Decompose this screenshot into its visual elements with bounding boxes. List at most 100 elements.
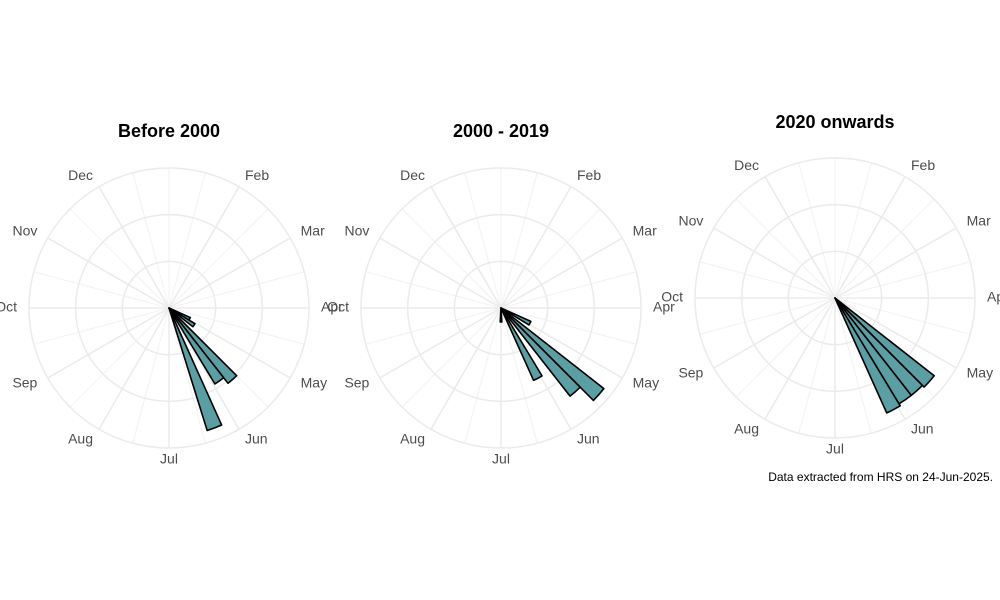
minor-spoke [735, 198, 836, 299]
minor-spoke [401, 208, 502, 309]
x-tick-label: Nov [344, 223, 369, 239]
bar [500, 307, 532, 326]
minor-spoke [834, 261, 971, 299]
x-tick-label: Aug [734, 420, 759, 436]
minor-spoke [500, 208, 601, 309]
minor-spoke [33, 271, 170, 309]
minor-spoke [365, 307, 502, 345]
grid-spoke [47, 307, 170, 379]
caption: Data extracted from HRS on 24-Jun-2025. [768, 470, 993, 484]
grid-spoke [500, 237, 623, 309]
grid-spoke [168, 186, 240, 309]
minor-spoke [168, 307, 206, 444]
grid-spoke [379, 237, 502, 309]
minor-spoke [464, 307, 502, 444]
x-tick-label: Oct [661, 289, 683, 305]
minor-spoke [33, 307, 170, 345]
minor-spoke [168, 208, 269, 309]
minor-spoke [500, 307, 538, 444]
x-tick-label: Jun [911, 420, 934, 436]
bar [499, 307, 503, 323]
x-tick-label: Feb [911, 157, 935, 173]
chart-title: 2020 onwards [775, 112, 894, 132]
minor-spoke [69, 208, 170, 309]
minor-spoke [834, 198, 935, 299]
x-tick-label: Feb [577, 167, 601, 183]
x-tick-label: Aug [400, 430, 425, 446]
x-tick-label: May [633, 375, 659, 391]
minor-spoke [834, 297, 872, 434]
grid-spoke [713, 227, 836, 299]
bar [500, 307, 543, 382]
minor-spoke [500, 271, 637, 309]
x-tick-label: Jul [160, 451, 178, 467]
grid-spoke [430, 186, 502, 309]
minor-spoke [500, 172, 538, 309]
bar [168, 307, 196, 328]
x-tick-label: Nov [678, 213, 703, 229]
grid-spoke [834, 227, 957, 299]
bar [500, 307, 605, 402]
grid-spoke [98, 186, 170, 309]
grid-spoke [834, 176, 906, 299]
grid-spoke [168, 237, 291, 309]
x-tick-label: Mar [301, 223, 325, 239]
x-tick-label: Jun [245, 430, 268, 446]
minor-spoke [365, 271, 502, 309]
x-tick-label: Apr [987, 289, 1000, 305]
bar [168, 307, 223, 432]
x-tick-label: Jul [492, 451, 510, 467]
bar [834, 297, 901, 414]
minor-spoke [798, 297, 836, 434]
minor-spoke [464, 172, 502, 309]
minor-spoke [168, 307, 305, 345]
x-tick-label: Mar [967, 213, 991, 229]
bar [168, 307, 238, 385]
x-tick-label: Jun [577, 430, 600, 446]
minor-spoke [699, 261, 836, 299]
minor-spoke [168, 271, 305, 309]
x-tick-label: May [301, 375, 327, 391]
grid-spoke [764, 176, 836, 299]
minor-spoke [401, 307, 502, 408]
x-tick-label: Dec [734, 157, 759, 173]
bar [168, 307, 225, 385]
x-tick-label: May [967, 365, 993, 381]
x-tick-label: Jul [826, 441, 844, 457]
grid-spoke [47, 237, 170, 309]
x-tick-label: Nov [12, 223, 37, 239]
grid-spoke [430, 307, 502, 430]
grid-spoke [834, 297, 957, 369]
x-tick-label: Mar [633, 223, 657, 239]
x-tick-label: Aug [68, 430, 93, 446]
bar [834, 297, 935, 388]
x-tick-label: Oct [0, 299, 17, 315]
grid-spoke [379, 307, 502, 379]
bar [500, 307, 581, 397]
x-tick-label: Sep [344, 375, 369, 391]
x-tick-label: Apr [653, 299, 675, 315]
minor-spoke [834, 297, 971, 335]
minor-spoke [735, 297, 836, 398]
grid-spoke [764, 297, 836, 420]
minor-spoke [132, 307, 170, 444]
grid-spoke [98, 307, 170, 430]
minor-spoke [69, 307, 170, 408]
x-tick-label: Sep [678, 365, 703, 381]
grid-spoke [500, 186, 572, 309]
minor-spoke [132, 172, 170, 309]
grid-spoke [713, 297, 836, 369]
minor-spoke [168, 172, 206, 309]
x-tick-label: Feb [245, 167, 269, 183]
minor-spoke [699, 297, 836, 335]
x-tick-label: Oct [327, 299, 349, 315]
x-tick-label: Dec [68, 167, 93, 183]
x-tick-label: Dec [400, 167, 425, 183]
x-tick-label: Apr [321, 299, 343, 315]
chart-title: Before 2000 [118, 121, 220, 141]
minor-spoke [500, 307, 637, 345]
x-tick-label: Sep [12, 375, 37, 391]
minor-spoke [834, 162, 872, 299]
minor-spoke [798, 162, 836, 299]
